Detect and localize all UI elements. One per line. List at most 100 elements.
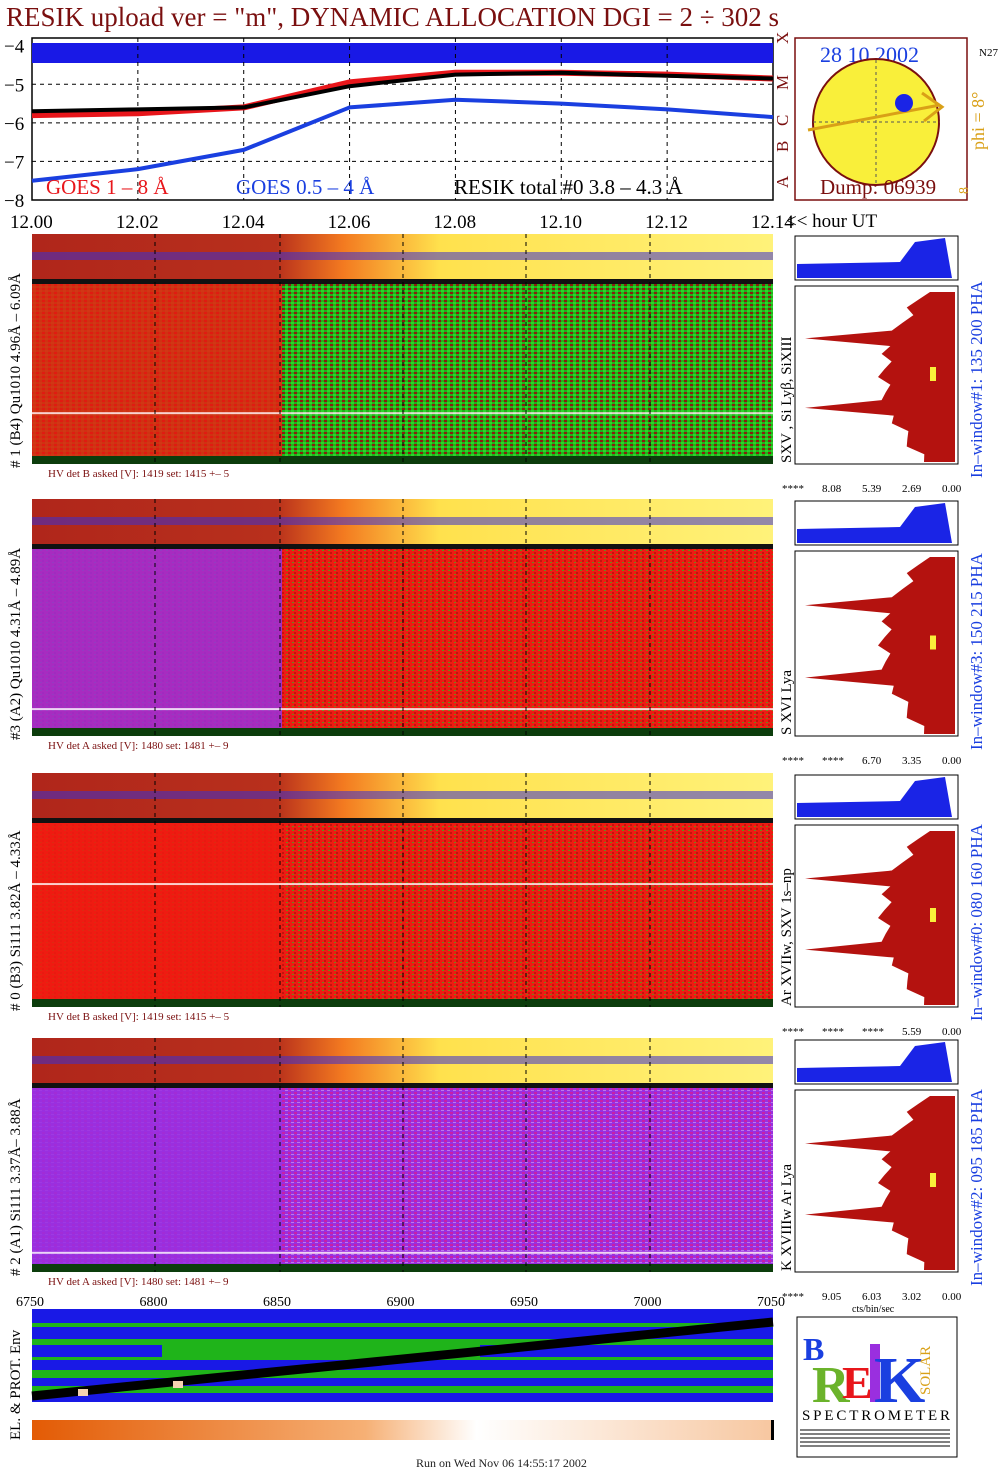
histogram-xtick: 5.59 — [902, 1026, 922, 1038]
bottom-tick-label: 6850 — [263, 1295, 291, 1310]
svg-text:SOLAR: SOLAR — [918, 1346, 934, 1395]
blue-histogram — [797, 1042, 952, 1082]
time-tick-label: 12.00 — [10, 212, 53, 233]
pha-histogram — [805, 557, 955, 734]
histogram-xtick: 2.69 — [902, 483, 922, 495]
pha-histogram — [805, 1096, 955, 1270]
phi-eight: 8 — [957, 187, 972, 194]
spectral-lines-label: SXV , Si Lyβ, SiXIII — [779, 336, 795, 463]
time-axis: << hour UT 12.00 12.02 12.04 12.06 12.08 12.1… — [10, 211, 877, 233]
panel-ylabel: # 0 (B3) Si111 3.82Å – 4.33Å — [8, 830, 24, 1011]
time-tick-label: 12.06 — [328, 212, 371, 233]
pha-histogram — [805, 831, 955, 1005]
time-tick-label: 12.04 — [222, 212, 265, 233]
hv-label: HV det B asked [V]: 1419 set: 1415 +– 5 — [48, 468, 230, 480]
hv-label: HV det A asked [V]: 1480 set: 1481 +– 9 — [48, 740, 229, 752]
class-letter-x: X — [773, 32, 792, 44]
goes-ytick-label: −4 — [4, 37, 25, 58]
goes-lines — [31, 69, 774, 183]
histogram-xtick: **** — [782, 483, 804, 495]
window-label: In–window#0: 080 160 PHA — [967, 823, 986, 1021]
class-letter-a: A — [773, 175, 792, 188]
histogram-xtick: **** — [782, 1026, 804, 1038]
histogram-xtick: **** — [822, 755, 844, 767]
hv-label: HV det B asked [V]: 1419 set: 1415 +– 5 — [48, 1011, 230, 1023]
histogram-xtick: 0.00 — [942, 1291, 962, 1303]
goes-ytick-label: −5 — [4, 75, 24, 96]
goes-yticks: −4 −5 −6 −7 −8 — [4, 37, 25, 212]
spectrogram-panels: HV det B asked [V]: 1419 set: 1415 +– 5 #… — [8, 234, 986, 1315]
svg-text:K: K — [874, 1344, 925, 1417]
hv-label: HV det A asked [V]: 1480 set: 1481 +– 9 — [48, 1276, 229, 1288]
window-label: In–window#2: 095 185 PHA — [967, 1088, 986, 1286]
pha-histogram — [805, 292, 955, 462]
goes-plot-frame — [31, 37, 774, 201]
footer-run-info: Run on Wed Nov 06 14:55:17 2002 — [416, 1456, 587, 1470]
histogram-xtick: 3.02 — [902, 1291, 921, 1303]
dump-label: Dump: 06939 — [820, 175, 936, 199]
blue-histogram — [797, 238, 952, 278]
legend-resik: RESIK total #0 3.8 – 4.3 Å — [454, 175, 683, 199]
bottom-tick-label: 6800 — [140, 1295, 168, 1310]
logo-spectrometer: SPECTROMETER — [802, 1408, 950, 1424]
bottom-tick-label: 7050 — [757, 1295, 785, 1310]
histogram-xtick: **** — [782, 755, 804, 767]
histogram-xtick: **** — [862, 1026, 884, 1038]
window-label: In–window#1: 135 200 PHA — [967, 280, 986, 478]
spectrogram-panel-2: HV det B asked [V]: 1419 set: 1415 +– 5 #… — [8, 773, 986, 1038]
histogram-xtick: 9.05 — [822, 1291, 842, 1303]
axis-arrow — [807, 103, 941, 132]
histogram-xtick: **** — [782, 1291, 804, 1303]
bottom-tick-label: 6750 — [16, 1295, 44, 1310]
legend-goes18: GOES 1 – 8 Å — [46, 175, 169, 199]
panel-ylabel: # 1 (B4) Qu1010 4.96Å – 6.09Å — [8, 273, 24, 468]
histogram-xtick: 5.39 — [862, 483, 882, 495]
panel-ylabel: #3 (A2) Qu1010 4.31Å – 4.89Å — [8, 548, 24, 740]
time-tick-label: 12.14 — [751, 212, 794, 233]
bottom-axis: 6750 6800 6850 6900 6950 7000 7050 — [16, 1295, 785, 1310]
flare-location-marker — [895, 94, 913, 112]
time-tick-label: 12.02 — [116, 212, 159, 233]
class-letter-m: M — [773, 75, 792, 90]
svg-text:B: B — [803, 1331, 824, 1367]
time-tick-label: 12.12 — [645, 212, 688, 233]
histogram-xtick: 6.03 — [862, 1291, 882, 1303]
class-letter-c: C — [773, 115, 792, 126]
spectrogram-panel-0: HV det B asked [V]: 1419 set: 1415 +– 5 #… — [8, 234, 986, 495]
phi-label: phi = 8° — [968, 92, 988, 150]
page-title: RESIK upload ver = "m", DYNAMIC ALLOCATI… — [6, 2, 780, 32]
bottom-tick-label: 6950 — [510, 1295, 538, 1310]
legend-goes054: GOES 0.5 – 4 Å — [236, 175, 375, 199]
goes-background-band — [32, 43, 773, 63]
spectral-lines-label: K XVIIIw Ar Lya — [779, 1164, 795, 1271]
spectrogram-panel-3: HV det A asked [V]: 1480 set: 1481 +– 9 #… — [8, 1038, 986, 1315]
sun-position-box: 28 10 2002 N27 Dump: 06939 phi = 8° 8 — [794, 37, 998, 201]
blue-histogram — [797, 777, 952, 817]
bottom-tick-label: 7000 — [634, 1295, 662, 1310]
class-letter-b: B — [773, 141, 792, 152]
window-marker — [930, 367, 936, 381]
env-trend-line — [31, 1317, 774, 1401]
spectrogram-panel-1: HV det A asked [V]: 1480 set: 1481 +– 9 #… — [8, 499, 986, 767]
window-label: In–window#3: 150 215 PHA — [967, 552, 986, 750]
resik-logo: B R E K SOLAR SPECTROMETER — [796, 1316, 958, 1458]
histogram-xunit: cts/bin/sec — [852, 1304, 895, 1315]
histogram-xtick: 0.00 — [942, 483, 962, 495]
time-tick-label: 12.08 — [433, 212, 476, 233]
goes-series-line-1 — [31, 97, 774, 183]
goes-series-line-2 — [31, 70, 774, 114]
histogram-xtick: 0.00 — [942, 1026, 962, 1038]
histogram-xtick: **** — [822, 1026, 844, 1038]
time-axis-label: << hour UT — [786, 211, 877, 232]
env-label: EL. & PROT. Env — [8, 1329, 24, 1440]
histogram-xtick: 8.08 — [822, 483, 842, 495]
goes-panel: −4 −5 −6 −7 −8 GOES 1 – 8 Å GOES 0.5 – 4 Å R… — [4, 32, 792, 212]
bottom-tick-label: 6900 — [387, 1295, 415, 1310]
env-panel: EL. & PROT. Env — [8, 1309, 774, 1440]
panel-ylabel: # 2 (A1) Si111 3.37Å– 3.88Å — [8, 1098, 24, 1276]
svg-text:E: E — [842, 1357, 873, 1408]
svg-text:R: R — [812, 1357, 851, 1414]
window-marker — [930, 635, 936, 650]
spectral-lines-label: S XVI Lya — [779, 670, 795, 735]
